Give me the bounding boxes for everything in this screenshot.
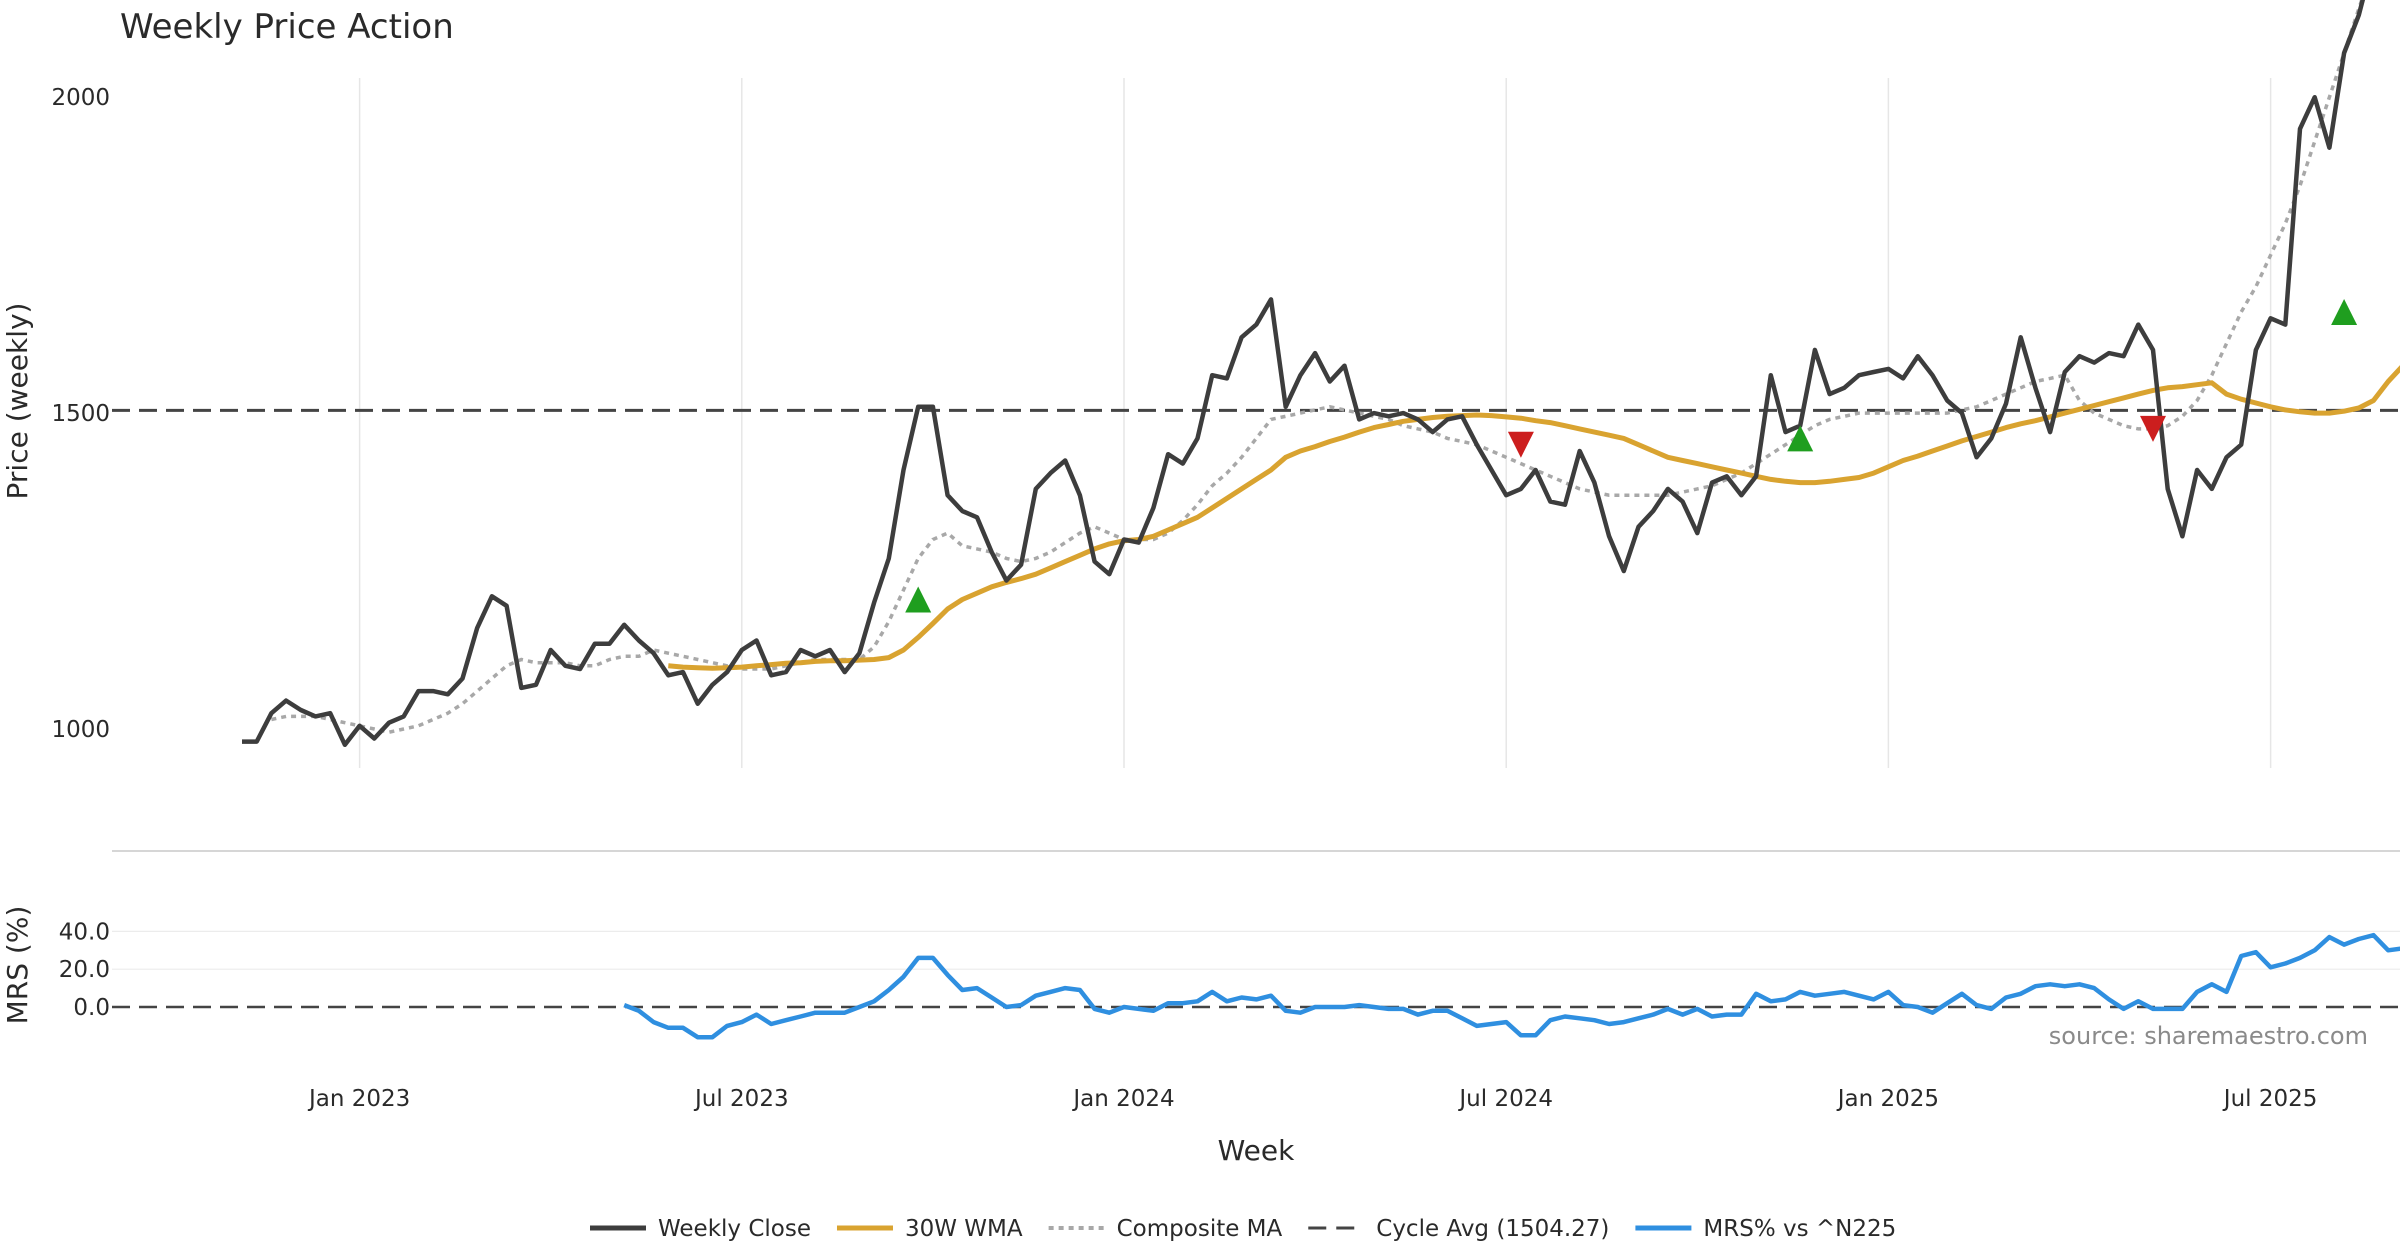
chart-title: Weekly Price Action: [120, 7, 454, 47]
mrs-series-layer: [623, 932, 2400, 1040]
signal-markers: [905, 299, 2358, 613]
mrs-line: [623, 932, 2400, 1040]
source-annotation: source: sharemaestro.com: [2049, 1022, 2368, 1050]
x-axis-title: Week: [1218, 1134, 1295, 1167]
price-y-tick-label: 1000: [51, 717, 110, 743]
price-y-tick-label: 1500: [51, 401, 110, 427]
legend-label: Cycle Avg (1504.27): [1376, 1216, 1609, 1242]
composite-ma-line: [271, 0, 2364, 734]
x-ticks: Jan 2023 Jul 2023 Jan 2024 Jul 2024 Jan 2025…: [307, 1086, 2317, 1112]
price-grid: [358, 78, 2272, 768]
buy-signal-marker: [1787, 425, 1814, 452]
legend: Weekly Close 30W WMA Composite MA Cycle Avg…: [590, 1216, 1896, 1242]
sell-signal-marker: [2140, 415, 2166, 442]
legend-label: Composite MA: [1117, 1216, 1283, 1242]
x-tick-label: Jul 2025: [2222, 1086, 2318, 1112]
price-series-layer: [112, 0, 2400, 748]
mrs-y-axis-title: MRS (%): [1, 906, 34, 1025]
legend-label: MRS% vs ^N225: [1703, 1216, 1896, 1242]
mrs-grid: [112, 850, 2400, 1009]
legend-label: Weekly Close: [658, 1216, 811, 1242]
price-y-ticks: 10001500200025003000: [51, 85, 110, 743]
wma-30w-line: [668, 365, 2400, 671]
mrs-y-ticks: 40.0 20.0 0.0: [59, 919, 110, 1021]
weekly-close-line: [242, 0, 2366, 748]
x-tick-label: Jan 2025: [1836, 1086, 1939, 1112]
price-y-axis-title: Price (weekly): [1, 303, 34, 500]
x-tick-label: Jul 2024: [1457, 1086, 1553, 1112]
mrs-y-tick-label: 40.0: [59, 919, 110, 945]
x-tick-label: Jan 2024: [1071, 1086, 1174, 1112]
buy-signal-marker: [905, 586, 932, 613]
legend-label: 30W WMA: [905, 1216, 1023, 1242]
x-tick-label: Jan 2023: [307, 1086, 410, 1112]
x-tick-label: Jul 2023: [693, 1086, 789, 1112]
mrs-y-tick-label: 20.0: [59, 957, 110, 983]
sell-signal-marker: [1507, 431, 1534, 458]
buy-signal-marker: [2331, 299, 2358, 326]
mrs-y-tick-label: 0.0: [73, 995, 110, 1021]
price-y-tick-label: 2000: [51, 85, 110, 111]
